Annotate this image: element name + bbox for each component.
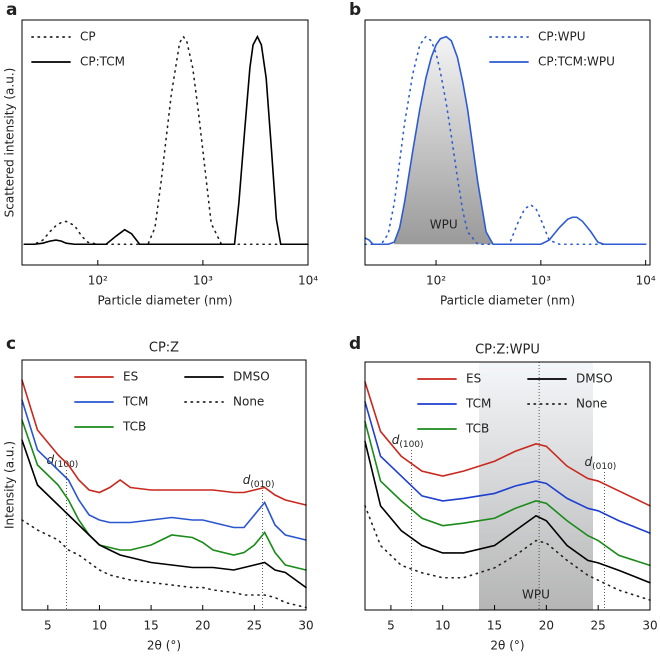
- x-axis-label: Particle diameter (nm): [97, 294, 232, 308]
- x-tick-label: 15: [487, 619, 502, 633]
- x-tick-label: 15: [143, 619, 158, 633]
- x-tick-label: 5: [44, 619, 52, 633]
- x-tick-label: 30: [642, 619, 657, 633]
- legend-label: None: [233, 395, 264, 409]
- x-axis-label: 2θ (°): [147, 639, 181, 653]
- data-line: [364, 35, 647, 246]
- plot-frame: [364, 361, 651, 611]
- x-axis-label: Particle diameter (nm): [440, 294, 575, 308]
- legend-label: CP: [80, 30, 96, 44]
- legend-label: TCB: [122, 420, 146, 434]
- x-tick-label: 5: [387, 619, 395, 633]
- plot-frame: [21, 19, 309, 266]
- panel-letter: b: [349, 0, 361, 20]
- data-line: [364, 505, 651, 601]
- x-axis-label: 2θ (°): [490, 639, 524, 653]
- annotation: d(010): [243, 473, 275, 490]
- annotation-symbol: d: [392, 433, 400, 447]
- data-line: [23, 34, 309, 246]
- legend-label: CP:WPU: [538, 30, 586, 44]
- legend-label: ES: [466, 372, 481, 386]
- x-tick-label: 10³: [531, 274, 551, 288]
- data-line: [21, 439, 307, 589]
- data-line: [21, 379, 307, 506]
- data-line: [21, 399, 307, 541]
- data-line: [364, 381, 651, 507]
- x-tick-label: 10: [435, 619, 450, 633]
- legend-label: CP:TCM: [80, 55, 125, 69]
- annotation-symbol: d: [46, 453, 54, 467]
- x-tick-label: 10³: [193, 274, 213, 288]
- panel-letter: d: [349, 334, 361, 354]
- x-tick-label: 20: [539, 619, 554, 633]
- data-line: [364, 420, 651, 567]
- annotation-subscript: (010): [250, 480, 274, 490]
- legend-label: ES: [123, 370, 138, 384]
- data-line: [21, 519, 307, 609]
- wpu-shade: [394, 36, 494, 245]
- x-tick-label: 10: [92, 619, 107, 633]
- chart-title: CP:Z: [149, 341, 179, 356]
- annotation: d(100): [392, 433, 424, 450]
- legend-label: TCM: [122, 395, 148, 409]
- annotation-subscript: (100): [54, 460, 78, 470]
- data-line: [21, 419, 307, 571]
- x-tick-label: 30: [298, 619, 313, 633]
- legend-label: DMSO: [233, 370, 270, 384]
- annotation-symbol: d: [584, 455, 592, 469]
- x-tick-label: 20: [195, 619, 210, 633]
- annotation-symbol: d: [243, 473, 251, 487]
- x-tick-label: 10²: [426, 274, 446, 288]
- x-tick-label: 10²: [88, 274, 108, 288]
- shade-label: WPU: [430, 218, 458, 232]
- annotation: d(100): [46, 453, 78, 470]
- x-tick-label: 10⁴: [298, 274, 318, 288]
- data-line: [364, 400, 651, 534]
- legend-label: TCB: [465, 422, 489, 436]
- annotation-subscript: (100): [399, 440, 423, 450]
- x-tick-label: 25: [591, 619, 606, 633]
- data-line: [364, 440, 651, 584]
- chart-title: CP:Z:WPU: [475, 343, 540, 358]
- y-axis-label: Scattered intensity (a.u.): [3, 68, 17, 218]
- plot-frame: [21, 359, 307, 611]
- plot-frame: [364, 19, 651, 266]
- legend-label: TCM: [465, 397, 491, 411]
- x-tick-label: 10⁴: [636, 274, 656, 288]
- legend-label: CP:TCM:WPU: [538, 55, 615, 69]
- annotation-subscript: (010): [592, 462, 616, 472]
- panel-letter: a: [6, 0, 17, 20]
- shade-label: WPU: [522, 588, 550, 602]
- legend-label: None: [576, 397, 607, 411]
- panel-letter: c: [6, 334, 16, 354]
- y-axis-label: Intensity (a.u.): [3, 441, 17, 529]
- legend-label: DMSO: [576, 372, 613, 386]
- x-tick-label: 25: [247, 619, 262, 633]
- data-line: [364, 35, 647, 246]
- annotation: d(010): [584, 455, 616, 472]
